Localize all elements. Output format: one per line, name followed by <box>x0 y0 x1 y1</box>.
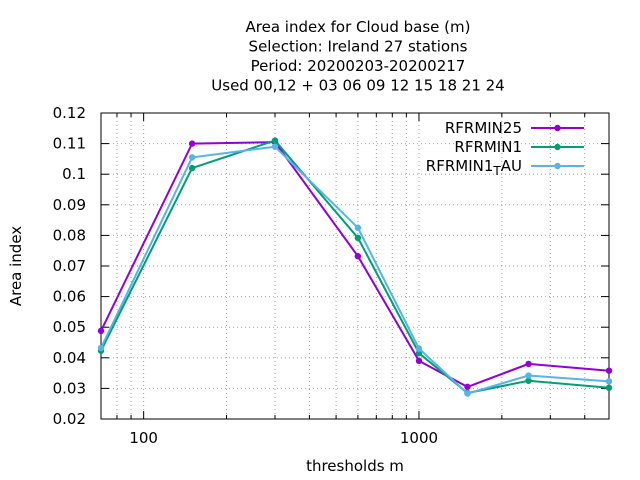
y-tick-label: 0.05 <box>53 318 86 336</box>
data-point <box>464 383 471 391</box>
y-tick-label: 0.02 <box>53 410 86 428</box>
data-point <box>271 143 279 150</box>
data-point <box>271 137 279 144</box>
legend-entry: RFRMIN1 <box>454 138 584 156</box>
data-point <box>415 345 423 352</box>
series-line <box>100 141 610 388</box>
legend-label: RFRMIN1TAU <box>426 157 522 178</box>
data-point <box>605 367 613 374</box>
data-point <box>464 390 471 397</box>
series-line <box>100 145 610 395</box>
title-line: Area index for Cloud base (m) <box>246 18 471 36</box>
legend-entry: RFRMIN1TAU <box>426 157 584 178</box>
y-tick-label: 0.07 <box>53 257 86 275</box>
data-series <box>97 137 613 397</box>
data-point <box>354 253 362 260</box>
data-point <box>97 327 105 335</box>
y-tick-label: 0.11 <box>53 135 86 153</box>
data-point <box>525 360 532 368</box>
series-rfrmin25 <box>97 138 613 391</box>
series-line <box>100 139 610 395</box>
axis-ticks: 0.02 0.03 0.04 0.05 0.06 0.07 0.08 0.09 0.1 0.11 0… <box>53 104 609 447</box>
y-tick-label: 0.06 <box>53 288 86 306</box>
data-point <box>188 154 196 161</box>
legend-marker <box>554 143 561 151</box>
y-tick-label: 0.09 <box>53 196 86 214</box>
data-point <box>188 140 196 147</box>
data-point <box>605 378 613 385</box>
data-point <box>415 357 423 365</box>
x-tick-label: 1000 <box>400 429 438 447</box>
data-point <box>97 344 105 352</box>
y-tick-label: 0.1 <box>62 165 86 183</box>
x-tick-label: 100 <box>129 429 158 447</box>
data-point <box>188 164 196 172</box>
grid <box>101 112 609 420</box>
chart-title: Area index for Cloud base (m) Selection: … <box>211 18 504 95</box>
y-tick-label: 0.03 <box>53 379 86 397</box>
data-point <box>525 372 532 379</box>
data-point <box>525 377 532 384</box>
data-point <box>605 384 613 391</box>
x-axis-label: thresholds m <box>306 457 404 475</box>
title-line: Period: 20200203-20200217 <box>251 57 466 75</box>
data-point <box>415 350 423 357</box>
y-tick-label: 0.04 <box>53 349 86 367</box>
data-point <box>354 224 362 231</box>
legend-label: RFRMIN25 <box>445 119 522 137</box>
legend-marker <box>554 124 561 132</box>
legend-entry: RFRMIN25 <box>445 119 584 137</box>
y-axis-label: Area index <box>7 226 25 306</box>
legend-label: RFRMIN1 <box>454 138 522 156</box>
data-point <box>354 234 362 242</box>
title-line: Used 00,12 + 03 06 09 12 15 18 21 24 <box>211 77 504 95</box>
title-line: Selection: Ireland 27 stations <box>249 38 468 56</box>
series-rfrmin1-tau <box>97 143 613 397</box>
legend-marker <box>554 162 561 170</box>
series-rfrmin1 <box>97 137 613 397</box>
y-tick-label: 0.08 <box>53 226 86 244</box>
y-tick-label: 0.12 <box>53 104 86 122</box>
